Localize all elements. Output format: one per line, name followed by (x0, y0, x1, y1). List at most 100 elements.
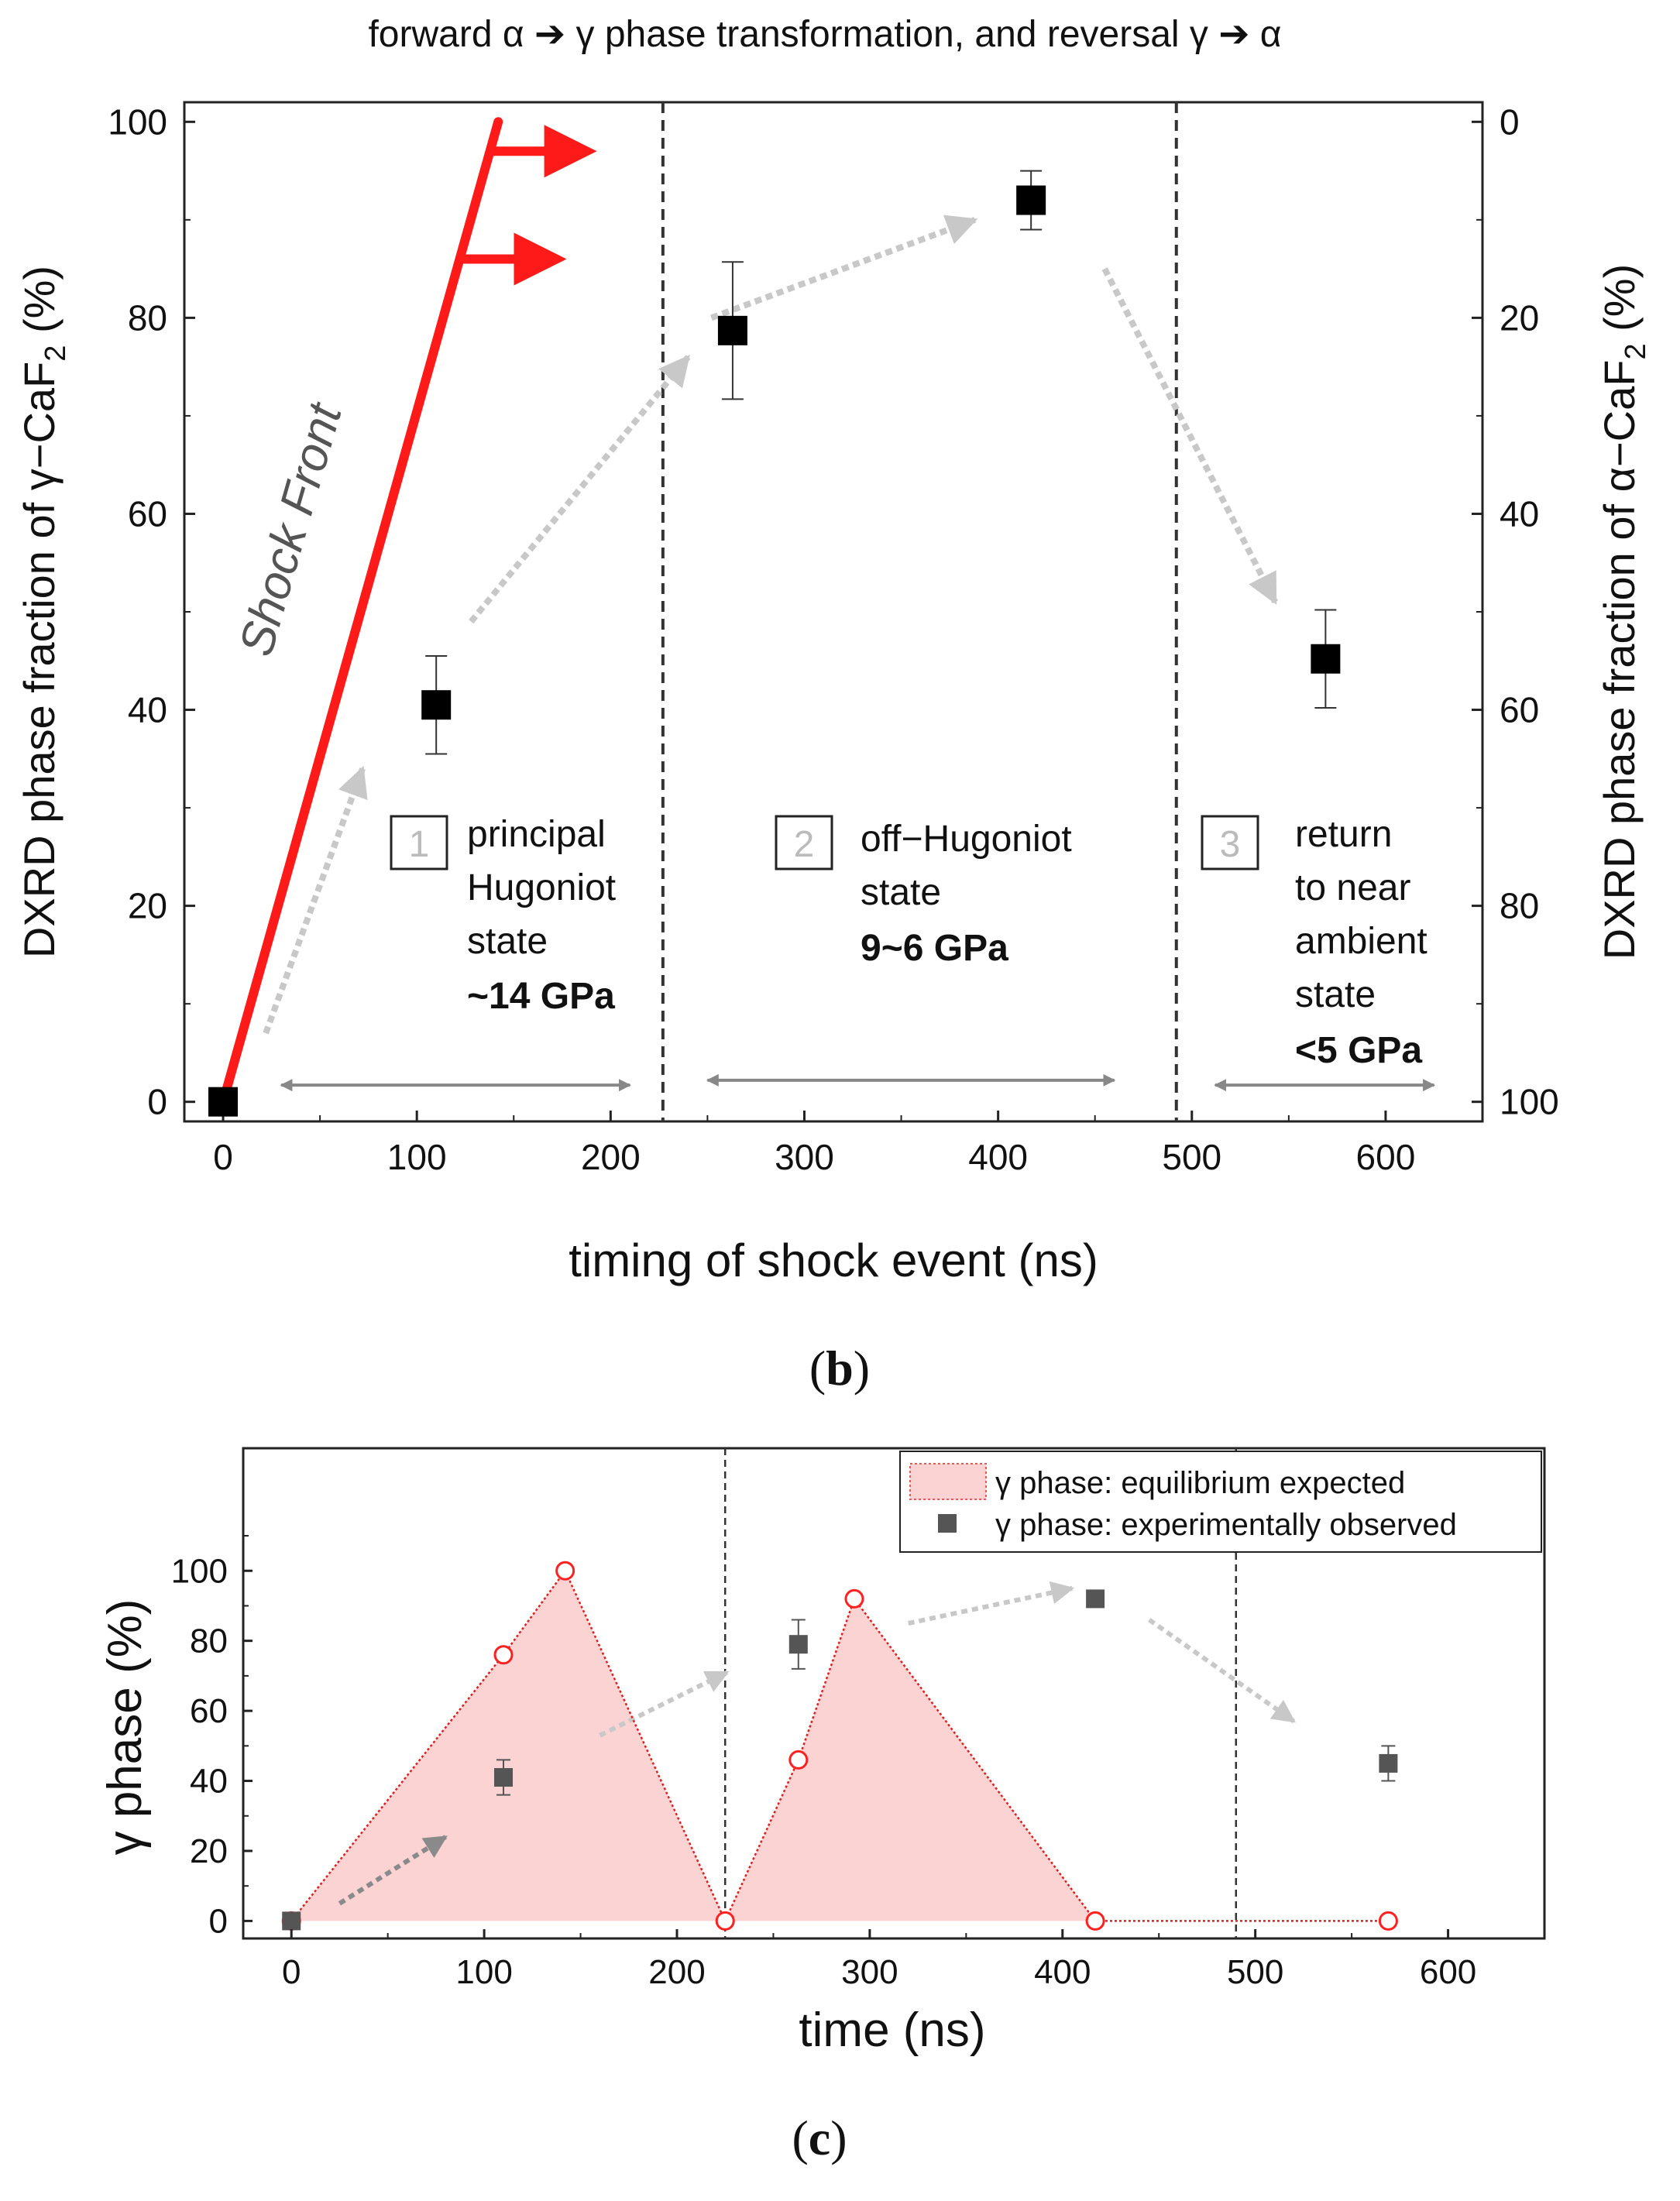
panel-b-xtick-label: 200 (581, 1137, 641, 1177)
region-1-number-box (390, 815, 448, 870)
panel-c-xlabel: time (ns) (799, 2004, 985, 2057)
panel-c-legend: γ phase: equilibrium expected γ phase: e… (899, 1451, 1542, 1553)
observed-point-square (1086, 1589, 1105, 1609)
shock-front-arrow-head (514, 232, 567, 286)
panel-c-plot-frame (242, 1447, 1546, 1940)
region-2-pressure: 9~6 GPa (861, 928, 1008, 969)
region-3-annotation: 3 return to near ambient state <5 GPa (1201, 814, 1427, 1071)
equilibrium-point (715, 1911, 735, 1931)
panel-b-plot-frame (183, 101, 1484, 1123)
region-2-annotation: 2 off−Hugoniot state 9~6 GPa (775, 815, 1072, 969)
region-3-line-1: return (1295, 814, 1392, 855)
panel-c-xtick-label: 0 (282, 1953, 301, 1991)
region-1-line-3: state (467, 921, 548, 962)
data-point-square (717, 315, 747, 345)
panel-b-label: (b) (809, 1341, 870, 1396)
region-2-line-1: off−Hugoniot (861, 819, 1072, 860)
legend-label-observed: γ phase: experimentally observed (995, 1508, 1457, 1542)
panel-b-xtick-label: 300 (775, 1137, 834, 1177)
panel-c-ytick-label: 40 (190, 1763, 228, 1801)
panel-c-xtick-label: 100 (455, 1953, 512, 1991)
equilibrium-point (493, 1645, 514, 1665)
panel-b-xtick-label: 100 (387, 1137, 447, 1177)
panel-b-ylabel: DXRD phase fraction of γ−CaF2 (%) (15, 266, 72, 958)
legend-frame (899, 1451, 1542, 1553)
region-1-line-2: Hugoniot (467, 867, 616, 908)
panel-b-xtick-label: 500 (1162, 1137, 1221, 1177)
shock-front-label: Shock Front (229, 397, 352, 662)
panel-b-y2tick-label: 80 (1500, 886, 1539, 926)
panel-c-ytick-label: 80 (190, 1622, 228, 1660)
equilibrium-line (290, 1568, 1389, 1924)
panel-c-ytick-label: 0 (209, 1902, 228, 1940)
panel-c-xtick-label: 500 (1227, 1953, 1283, 1991)
panel-b-y2tick-label: 40 (1500, 493, 1539, 534)
panel-c-ytick-label: 20 (190, 1832, 228, 1870)
panel-b-chart: forward α ➔ γ phase transformation, and … (15, 14, 1652, 1396)
panel-b-y2label: DXRD phase fraction of α−CaF2 (%) (1595, 264, 1652, 960)
panel-b-xlabel: timing of shock event (ns) (569, 1234, 1098, 1286)
panel-c-ylabel: γ phase (%) (98, 1599, 152, 1856)
data-point-square (208, 1087, 239, 1117)
panel-b-ytick-label: 20 (128, 886, 167, 926)
data-point-square (1311, 644, 1341, 674)
panel-b-y2tick-label: 60 (1500, 690, 1539, 730)
shock-front-arrow-head (544, 125, 597, 178)
region-2-line-2: state (861, 872, 941, 913)
panel-b-y2tick-label: 0 (1500, 101, 1520, 142)
transition-guide-arrow (469, 354, 691, 624)
equilibrium-point (555, 1561, 575, 1581)
region-3-line-3: ambient (1295, 921, 1427, 962)
panel-c-chart: 0 100 200 300 400 500 600 0 20 40 60 80 100 time (ns… (98, 1447, 1546, 2165)
region-3-pressure: <5 GPa (1295, 1030, 1422, 1071)
region-1-number: 1 (409, 824, 430, 865)
region-1-annotation: 1 principal Hugoniot state ~14 GPa (390, 814, 616, 1017)
panel-c-xtick-label: 200 (648, 1953, 705, 1991)
observed-point-square (494, 1768, 513, 1787)
panel-b-xtick-label: 400 (968, 1137, 1028, 1177)
panel-c-xtick-label: 600 (1420, 1953, 1476, 1991)
transition-guide-arrow (710, 215, 978, 321)
observed-point-square (1379, 1753, 1398, 1773)
legend-swatch-observed (938, 1514, 957, 1533)
transition-guide-arrow (1148, 1618, 1296, 1724)
region-3-line-4: state (1295, 974, 1376, 1015)
panel-c-xtick-label: 300 (841, 1953, 898, 1991)
observed-point-square (282, 1911, 301, 1931)
equilibrium-area (291, 1571, 1389, 1921)
panel-b-title: forward α ➔ γ phase transformation, and … (368, 14, 1281, 55)
panel-b-ytick-label: 40 (128, 690, 167, 730)
equilibrium-point (1085, 1911, 1105, 1931)
region-2-number: 2 (794, 824, 815, 865)
data-point-square (421, 690, 452, 720)
panel-b-y2tick-label: 100 (1500, 1082, 1559, 1122)
panel-b-xtick-label: 600 (1356, 1137, 1416, 1177)
transition-guide-arrow (599, 1670, 730, 1738)
region-3-number-box (1201, 815, 1259, 870)
panel-b-ytick-label: 100 (108, 101, 167, 142)
observed-point-square (788, 1635, 808, 1654)
panel-b-ytick-label: 0 (147, 1082, 167, 1122)
region-1-line-1: principal (467, 814, 606, 855)
panel-c-label: (c) (792, 2110, 847, 2165)
shock-front-line (218, 117, 503, 1107)
panel-c-ytick-label: 100 (171, 1552, 228, 1590)
equilibrium-point (788, 1749, 809, 1770)
transition-guide-arrow (263, 765, 368, 1035)
region-1-pressure: ~14 GPa (467, 976, 615, 1017)
panel-c-xtick-label: 400 (1034, 1953, 1091, 1991)
panel-b-y2tick-label: 20 (1500, 297, 1539, 338)
transition-guide-arrow (908, 1581, 1075, 1626)
region-2-number-box (775, 815, 833, 870)
panel-c-ytick-label: 60 (190, 1692, 228, 1730)
data-point-square (1016, 185, 1046, 215)
equilibrium-point (1378, 1911, 1398, 1931)
legend-label-equilibrium: γ phase: equilibrium expected (995, 1466, 1405, 1500)
equilibrium-point (844, 1588, 864, 1609)
panel-b-ytick-label: 80 (128, 297, 167, 338)
panel-b-ytick-label: 60 (128, 493, 167, 534)
region-3-line-2: to near (1295, 867, 1410, 908)
region-3-number: 3 (1220, 824, 1241, 865)
transition-guide-arrow (1101, 267, 1278, 605)
